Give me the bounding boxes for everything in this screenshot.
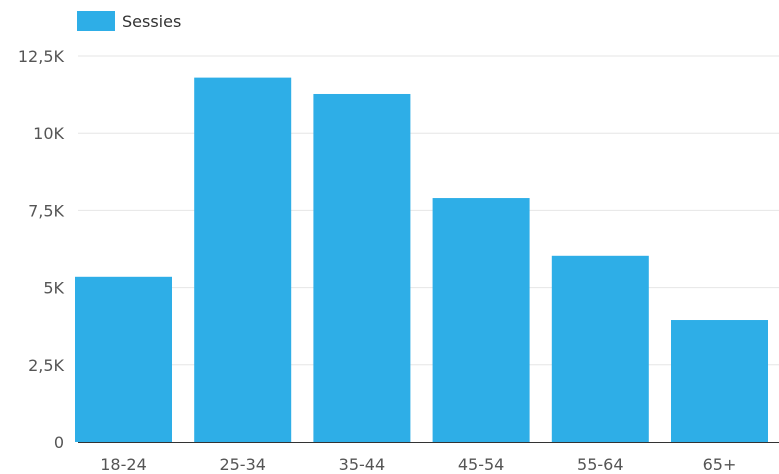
y-tick-label: 2,5K	[28, 356, 64, 375]
bar-18-24	[75, 276, 172, 442]
legend-swatch	[77, 11, 115, 31]
x-axis-ticks: 18-24 25-34 35-44 45-54 55-64 65+	[100, 455, 736, 474]
bar-65plus	[671, 320, 768, 442]
legend-label-sessies: Sessies	[122, 12, 181, 31]
x-tick-label: 65+	[703, 455, 737, 474]
y-tick-label: 5K	[43, 279, 64, 298]
x-tick-label: 25-34	[219, 455, 266, 474]
y-axis-ticks: 0 2,5K 5K 7,5K 10K 12,5K	[18, 47, 65, 452]
x-tick-label: 35-44	[339, 455, 386, 474]
x-tick-label: 45-54	[458, 455, 505, 474]
y-tick-label: 12,5K	[18, 47, 65, 66]
bar-45-54	[432, 198, 530, 442]
legend: Sessies	[77, 11, 181, 31]
y-tick-label: 7,5K	[28, 201, 64, 220]
gridlines	[78, 55, 779, 366]
y-tick-label: 10K	[33, 124, 64, 143]
x-tick-label: 55-64	[577, 455, 624, 474]
bar-25-34	[194, 77, 292, 442]
x-tick-label: 18-24	[100, 455, 147, 474]
bar-55-64	[551, 255, 649, 442]
bar-35-44	[313, 93, 411, 443]
bars	[75, 77, 768, 443]
y-tick-label: 0	[54, 433, 64, 452]
